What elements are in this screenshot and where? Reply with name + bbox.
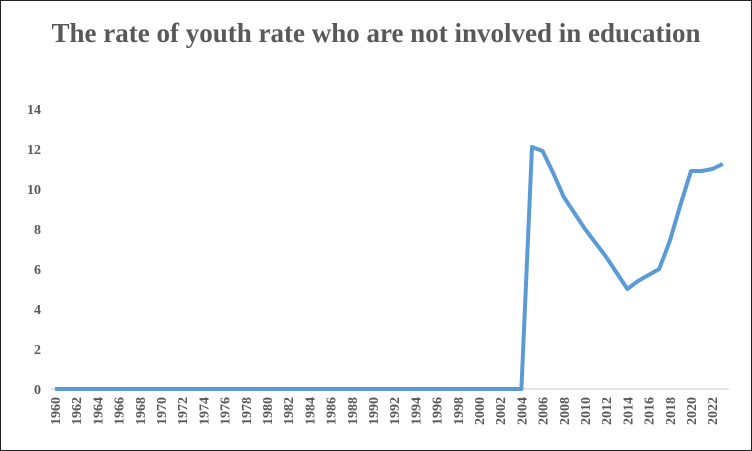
x-tick-label: 1970 bbox=[155, 397, 170, 425]
y-tick-label: 2 bbox=[34, 343, 41, 358]
x-tick-label: 1998 bbox=[452, 397, 467, 425]
x-tick-label: 2012 bbox=[600, 397, 615, 425]
x-tick-label: 1984 bbox=[303, 397, 318, 425]
x-tick-label: 1972 bbox=[176, 397, 191, 425]
x-tick-label: 1988 bbox=[346, 397, 361, 425]
x-tick-label: 2000 bbox=[473, 397, 488, 425]
x-tick-label: 2010 bbox=[579, 397, 594, 425]
x-tick-label: 1966 bbox=[113, 397, 128, 425]
x-tick-label: 1976 bbox=[219, 397, 234, 425]
x-tick-label: 1986 bbox=[325, 397, 340, 425]
y-tick-label: 4 bbox=[34, 303, 41, 318]
x-tick-label: 1994 bbox=[409, 397, 424, 425]
x-tick-label: 1974 bbox=[197, 397, 212, 425]
x-tick-label: 2014 bbox=[621, 397, 636, 425]
chart-title: The rate of youth rate who are not invol… bbox=[51, 18, 701, 48]
x-tick-label: 1992 bbox=[388, 397, 403, 425]
x-tick-label: 2016 bbox=[643, 397, 658, 425]
x-tick-label: 2022 bbox=[706, 397, 721, 425]
x-tick-label: 2018 bbox=[664, 397, 679, 425]
y-tick-label: 10 bbox=[27, 183, 41, 198]
x-tick-label: 2020 bbox=[685, 397, 700, 425]
x-tick-label: 1978 bbox=[240, 397, 255, 425]
x-tick-label: 1990 bbox=[367, 397, 382, 425]
y-tick-label: 6 bbox=[34, 263, 41, 278]
x-tick-label: 1968 bbox=[134, 397, 149, 425]
x-tick-label: 1996 bbox=[431, 397, 446, 425]
y-tick-label: 0 bbox=[34, 383, 41, 398]
x-tick-label: 1964 bbox=[91, 397, 106, 425]
x-tick-label: 2002 bbox=[494, 397, 509, 425]
series-line bbox=[55, 145, 724, 391]
x-tick-label: 1980 bbox=[261, 397, 276, 425]
x-tick-label: 1982 bbox=[282, 397, 297, 425]
y-tick-label: 14 bbox=[27, 103, 41, 118]
y-tick-label: 12 bbox=[27, 143, 41, 158]
x-tick-label: 2004 bbox=[515, 397, 530, 425]
x-tick-label: 2006 bbox=[537, 397, 552, 425]
y-tick-label: 8 bbox=[34, 223, 41, 238]
x-tick-label: 1962 bbox=[70, 397, 85, 425]
x-tick-label: 1960 bbox=[49, 397, 64, 425]
x-tick-label: 2008 bbox=[558, 397, 573, 425]
